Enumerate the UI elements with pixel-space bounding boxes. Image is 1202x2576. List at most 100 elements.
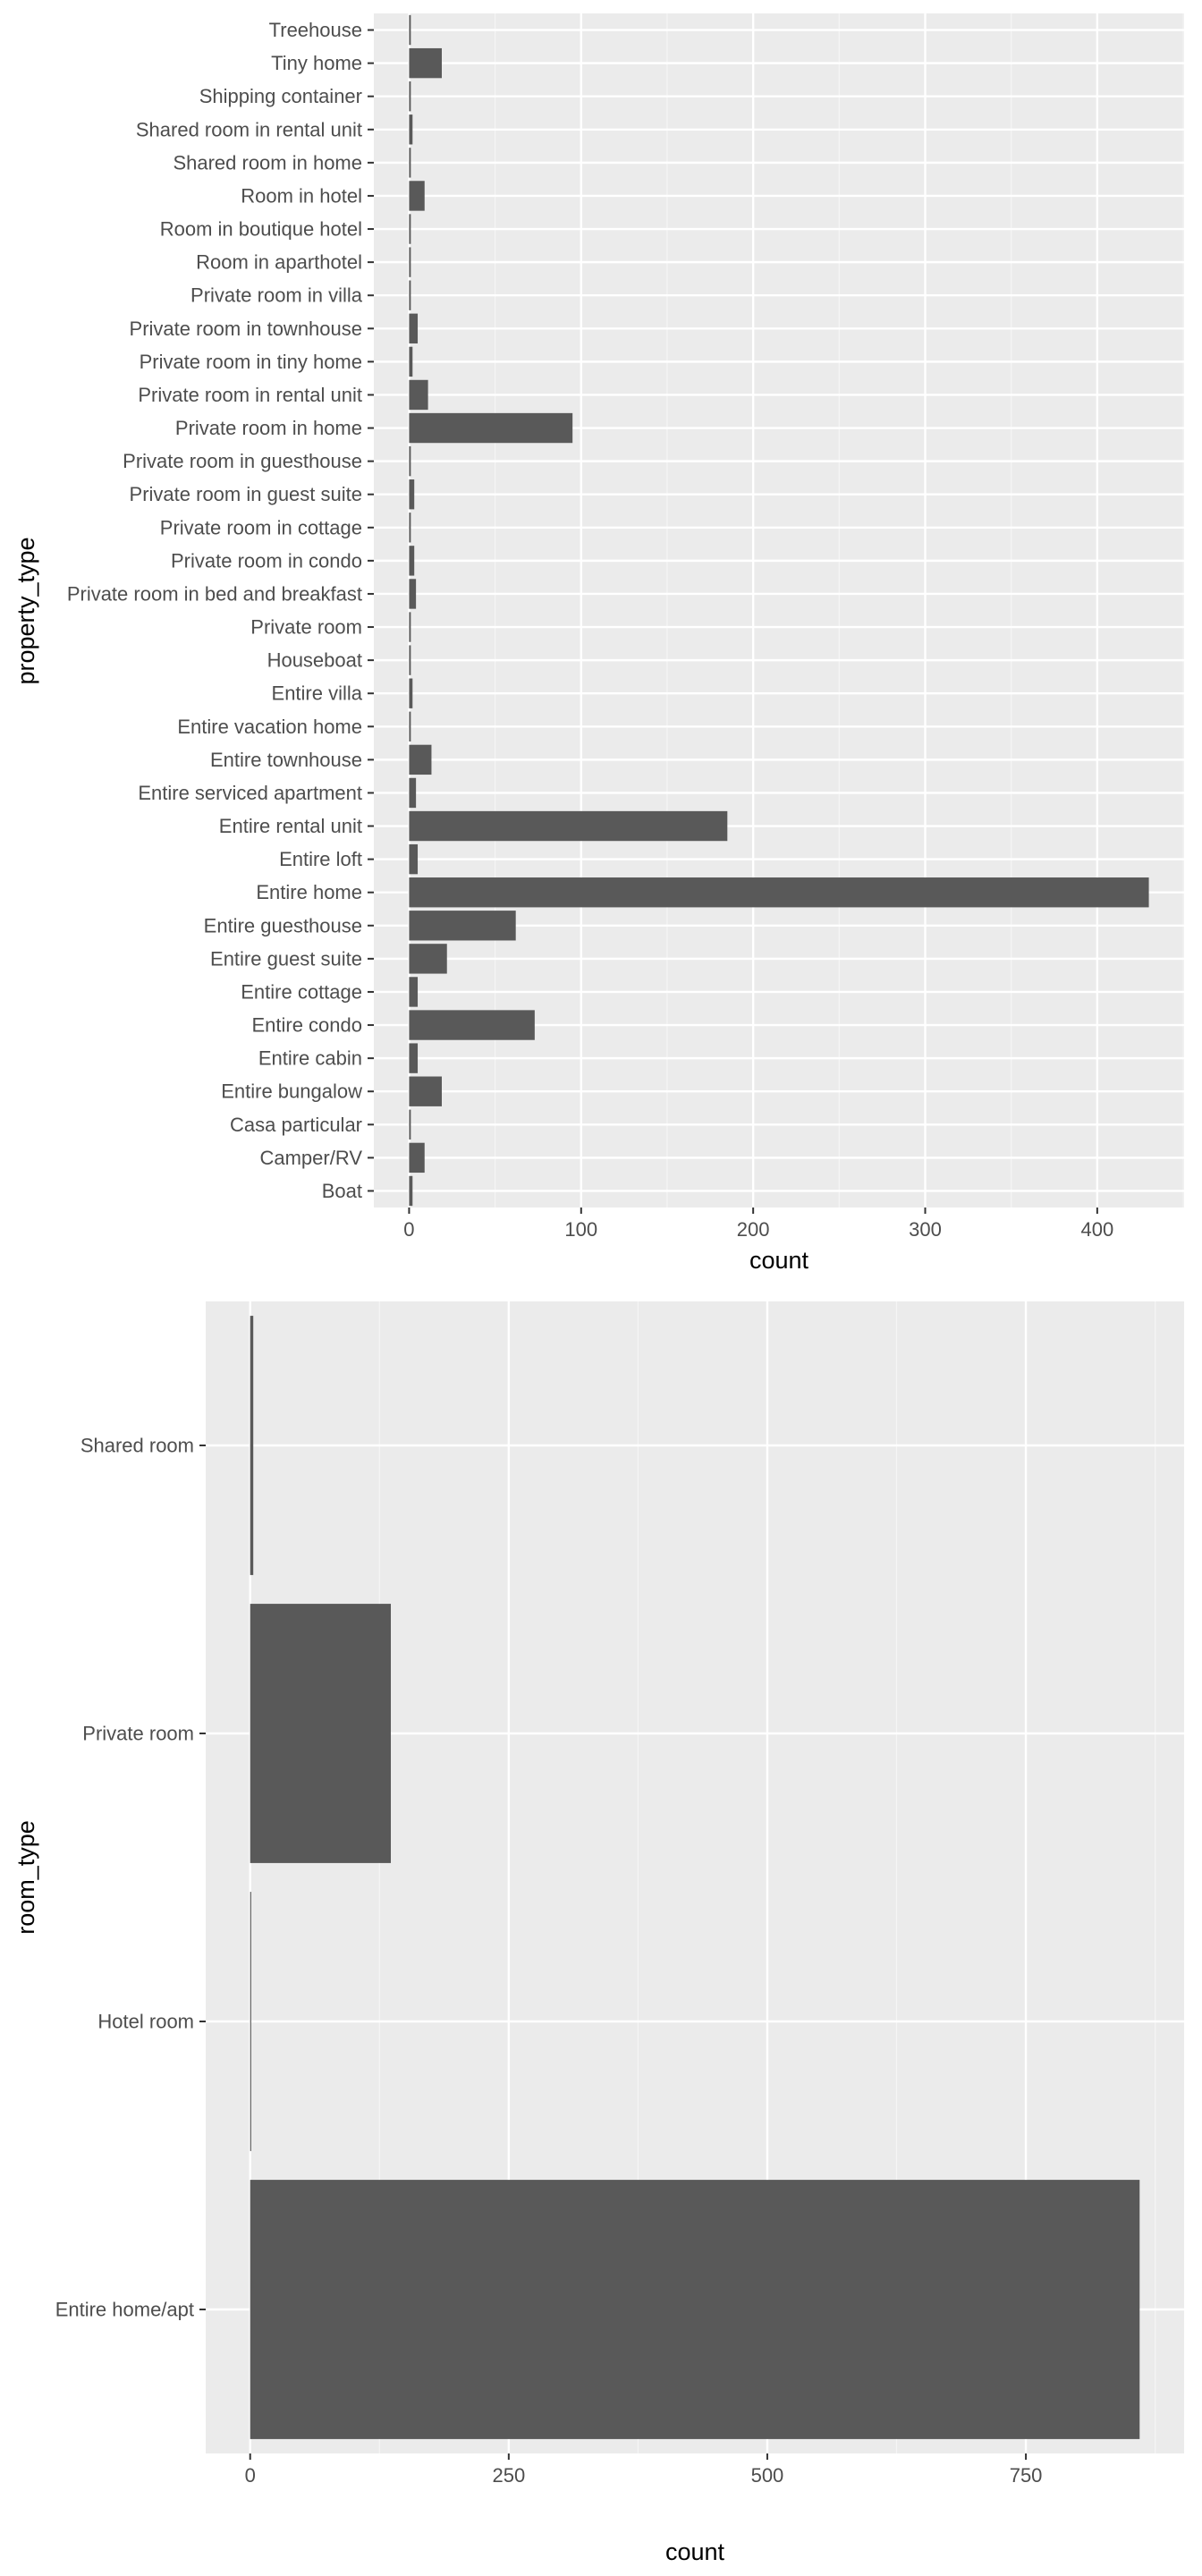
x-tick-label-0: 0 <box>245 2464 256 2487</box>
y-tick-label-private-room-in-townhouse: Private room in townhouse <box>130 318 362 340</box>
property-type-x-ticks: 0 100 200 300 400 <box>403 1208 1113 1241</box>
y-tick-label-camper-rv: Camper/RV <box>259 1147 362 1169</box>
x-tick-label-750: 750 <box>1010 2464 1043 2487</box>
y-tick-label-private-room-in-tiny-home: Private room in tiny home <box>140 351 362 373</box>
bar-tiny-home <box>409 47 442 79</box>
bar-entire-rental-unit <box>409 810 728 842</box>
y-tick-label-private-room-in-rental-unit: Private room in rental unit <box>138 384 362 406</box>
bar-shared-room-in-home <box>409 148 411 178</box>
bar-houseboat <box>409 645 411 675</box>
bar-private-room-in-condo <box>409 546 415 576</box>
bar-entire-vacation-home <box>409 711 411 741</box>
room-type-y-axis-title: room_type <box>13 1820 39 1935</box>
y-tick-label-private-room: Private room <box>250 616 362 639</box>
y-tick-label-entire-townhouse: Entire townhouse <box>210 749 362 771</box>
y-tick-label-private-room-in-bed-and-breakfast: Private room in bed and breakfast <box>67 582 362 605</box>
bar-room-in-aparthotel <box>409 247 411 277</box>
y-tick-label-private-room-in-condo: Private room in condo <box>171 549 362 572</box>
room-type-chart: Entire home/apt Hotel room Private room Sha… <box>13 1301 1184 2565</box>
bar-shared-room <box>250 1316 254 1575</box>
bar-private-room-in-guest-suite <box>409 479 415 510</box>
bar-entire-cabin <box>409 1043 419 1073</box>
bar-private-room <box>409 612 411 642</box>
x-tick-label-500: 500 <box>751 2464 784 2487</box>
property-type-x-axis-title: count <box>749 1247 809 1274</box>
y-tick-label-private-room-in-home: Private room in home <box>175 417 362 439</box>
y-tick-label-shared-room-in-rental-unit: Shared room in rental unit <box>136 118 362 140</box>
y-tick-label-room-in-boutique-hotel: Room in boutique hotel <box>160 218 362 241</box>
property-type-y-ticks: Boat Camper/RV Casa particular Entire bunga… <box>67 19 374 1202</box>
y-tick-label-entire-home-apt: Entire home/apt <box>55 2299 194 2321</box>
bar-shipping-container <box>409 81 411 112</box>
y-tick-label-private-room: Private room <box>82 1723 194 1745</box>
bar-camper-rv <box>409 1142 425 1174</box>
bar-entire-serviced-apartment <box>409 777 417 809</box>
y-tick-label-entire-guest-suite: Entire guest suite <box>210 947 362 970</box>
bar-private-room-in-cottage <box>409 513 411 543</box>
y-tick-label-entire-cabin: Entire cabin <box>258 1047 362 1070</box>
bar-entire-guesthouse <box>409 911 516 941</box>
property-type-panel <box>374 13 1184 1208</box>
y-tick-label-houseboat: Houseboat <box>267 649 362 672</box>
y-tick-label-shipping-container: Shipping container <box>199 85 362 107</box>
x-tick-label-300: 300 <box>909 1218 942 1241</box>
y-tick-label-entire-condo: Entire condo <box>251 1014 362 1037</box>
bar-room-in-boutique-hotel <box>409 214 411 244</box>
bar-hotel-room <box>250 1892 251 2151</box>
property-type-y-axis-title: property_type <box>13 537 39 684</box>
bar-entire-condo <box>409 1010 535 1040</box>
bar-casa-particular <box>409 1109 411 1140</box>
x-tick-label-200: 200 <box>737 1218 770 1241</box>
y-tick-label-boat: Boat <box>322 1180 362 1202</box>
y-tick-label-entire-serviced-apartment: Entire serviced apartment <box>138 782 362 804</box>
bar-shared-room-in-rental-unit <box>409 114 413 145</box>
room-type-x-ticks: 0 250 500 750 <box>245 2453 1043 2487</box>
y-tick-label-private-room-in-villa: Private room in villa <box>190 284 363 307</box>
y-tick-label-entire-guesthouse: Entire guesthouse <box>204 914 362 936</box>
y-tick-label-private-room-in-cottage: Private room in cottage <box>160 516 362 538</box>
bar-entire-guest-suite <box>409 944 447 974</box>
x-tick-label-0: 0 <box>403 1218 414 1241</box>
room-type-bars <box>250 1316 1140 2439</box>
y-tick-label-entire-home: Entire home <box>256 881 362 903</box>
y-tick-label-room-in-hotel: Room in hotel <box>241 184 362 207</box>
bar-entire-bungalow <box>409 1076 442 1106</box>
y-tick-label-hotel-room: Hotel room <box>97 2011 194 2033</box>
x-tick-label-400: 400 <box>1081 1218 1114 1241</box>
y-tick-label-entire-cottage: Entire cottage <box>241 980 362 1003</box>
bar-entire-villa <box>409 678 413 708</box>
property-type-gridlines <box>374 13 1184 1208</box>
room-type-y-ticks: Entire home/apt Hotel room Private room Sha… <box>55 1435 206 2321</box>
bar-private-room-in-rental-unit <box>409 379 428 411</box>
bar-private-room-in-villa <box>409 280 411 310</box>
y-tick-label-casa-particular: Casa particular <box>230 1114 362 1136</box>
x-tick-label-250: 250 <box>492 2464 525 2487</box>
bar-private-room <box>250 1604 392 1863</box>
property-type-chart: Boat Camper/RV Casa particular Entire bunga… <box>13 13 1184 1274</box>
bar-entire-home <box>409 877 1149 908</box>
bar-private-room-in-tiny-home <box>409 346 413 377</box>
room-type-x-axis-title: count <box>665 2538 725 2565</box>
property-type-bars <box>409 14 1149 1207</box>
bar-private-room-in-home <box>409 412 573 444</box>
y-tick-label-private-room-in-guest-suite: Private room in guest suite <box>130 483 362 505</box>
bar-entire-cottage <box>409 977 419 1007</box>
y-tick-label-room-in-aparthotel: Room in aparthotel <box>196 251 362 274</box>
y-tick-label-entire-vacation-home: Entire vacation home <box>177 716 362 738</box>
y-tick-label-shared-room: Shared room <box>80 1435 194 1457</box>
y-tick-label-entire-villa: Entire villa <box>272 682 363 705</box>
y-tick-label-private-room-in-guesthouse: Private room in guesthouse <box>123 450 362 472</box>
bar-private-room-in-bed-and-breakfast <box>409 579 417 609</box>
bar-boat <box>409 1175 413 1207</box>
bar-private-room-in-townhouse <box>409 313 419 343</box>
y-tick-label-entire-rental-unit: Entire rental unit <box>219 815 362 837</box>
x-tick-label-100: 100 <box>564 1218 597 1241</box>
bar-private-room-in-guesthouse <box>409 445 411 477</box>
bar-room-in-hotel <box>409 181 425 211</box>
y-tick-label-shared-room-in-home: Shared room in home <box>173 151 362 174</box>
bar-entire-townhouse <box>409 744 432 775</box>
bar-treehouse <box>409 14 411 46</box>
y-tick-label-entire-bungalow: Entire bungalow <box>221 1080 362 1103</box>
y-tick-label-entire-loft: Entire loft <box>279 848 362 870</box>
